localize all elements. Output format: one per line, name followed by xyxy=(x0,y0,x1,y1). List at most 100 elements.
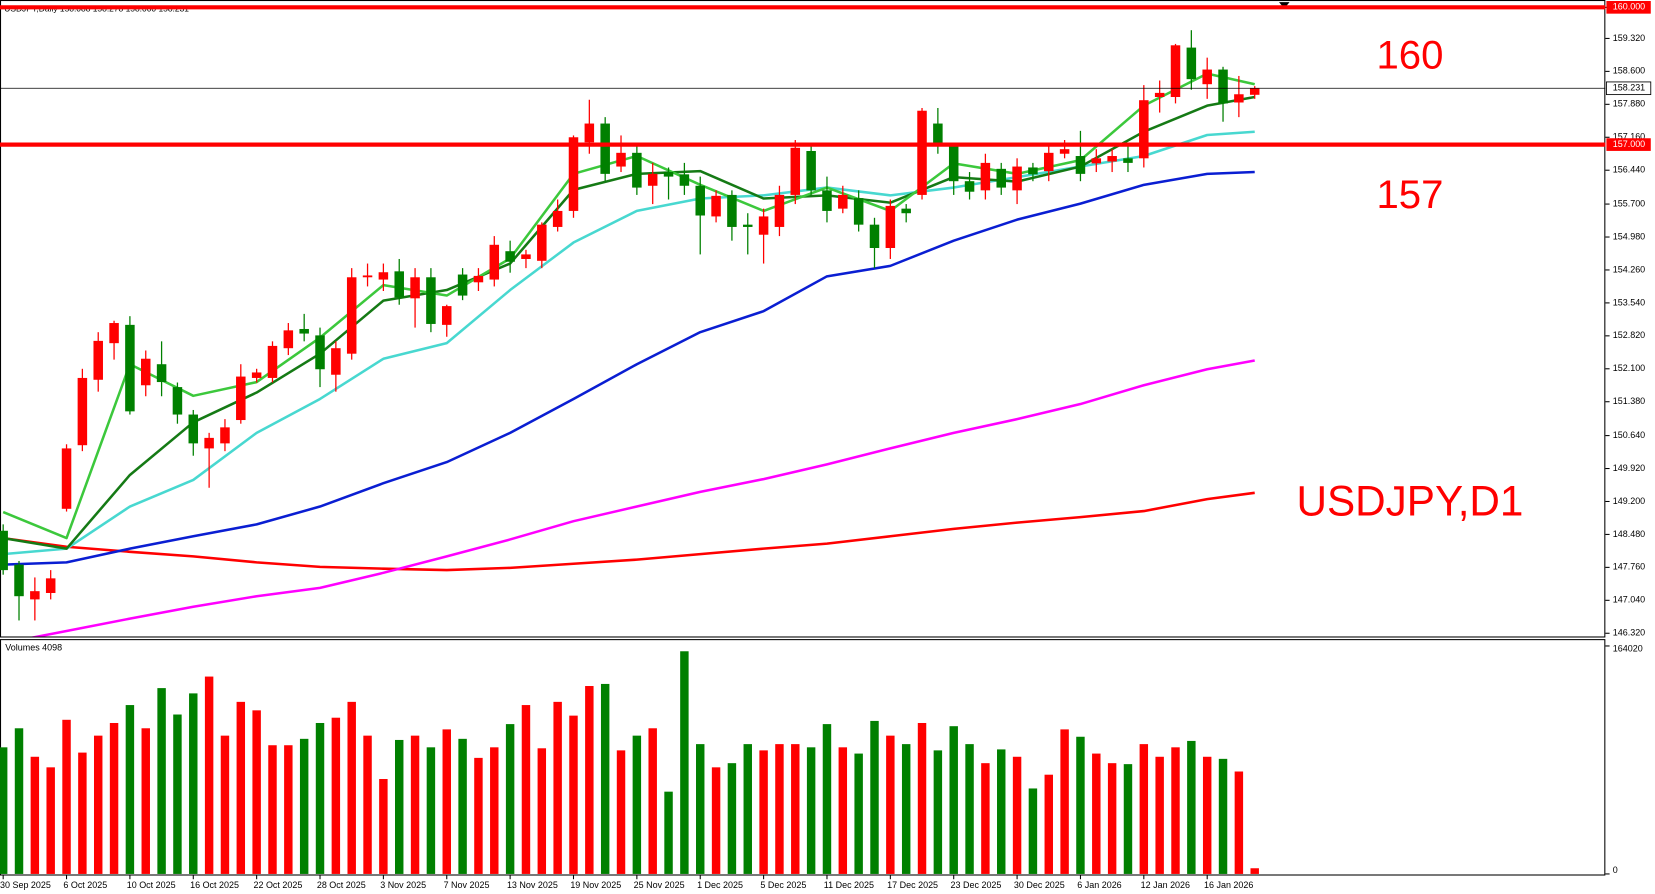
candle-body xyxy=(378,272,389,280)
candle-body xyxy=(346,277,357,354)
candle-body xyxy=(695,185,705,216)
candle-body xyxy=(1012,166,1022,191)
volume-bar xyxy=(252,710,261,874)
volume-bar xyxy=(901,744,911,874)
volume-bar xyxy=(1202,756,1212,874)
y-tick-label: 148.480 xyxy=(1613,529,1645,539)
candle-body xyxy=(362,275,373,278)
volume-bar xyxy=(236,701,246,874)
volume-bar xyxy=(220,735,230,874)
volume-bar xyxy=(1012,756,1022,874)
candle-body xyxy=(1044,152,1054,172)
volume-bar xyxy=(870,720,879,874)
candle-body xyxy=(1218,69,1228,104)
volume-bar xyxy=(759,750,768,874)
candle-body xyxy=(489,244,500,280)
candle-body xyxy=(822,190,832,211)
candle-body xyxy=(505,251,515,262)
candle-body xyxy=(125,324,135,412)
candle-body xyxy=(267,345,278,378)
volume-tick-label: 164020 xyxy=(1613,644,1643,654)
candle-body xyxy=(442,306,452,325)
candle-body xyxy=(1028,167,1038,175)
volume-bar xyxy=(1060,729,1069,874)
x-tick-label: 12 Jan 2026 xyxy=(1141,880,1190,890)
volume-bar xyxy=(1171,747,1180,874)
candle-body xyxy=(1107,156,1117,162)
x-tick-label: 25 Nov 2025 xyxy=(634,880,685,890)
y-tick-label: 146.320 xyxy=(1613,628,1645,638)
y-tick-label: 157.160 xyxy=(1613,132,1645,142)
candle-body xyxy=(331,348,341,375)
current-price-label: 158.231 xyxy=(1613,83,1645,93)
candle-body xyxy=(1154,92,1165,98)
candle-body xyxy=(568,137,579,211)
volume-bar xyxy=(109,722,119,874)
volume-tick-label: 0 xyxy=(1613,865,1618,875)
candle-body xyxy=(632,152,642,188)
x-tick-label: 17 Dec 2025 xyxy=(887,880,938,890)
candle-body xyxy=(790,147,801,195)
volume-bar xyxy=(917,722,927,874)
candle-body xyxy=(616,152,626,167)
candle-body xyxy=(948,144,959,182)
volume-bar xyxy=(410,735,420,874)
candle-body xyxy=(188,414,199,444)
y-tick-label: 159.320 xyxy=(1613,33,1645,43)
volume-bar xyxy=(648,728,657,874)
candle-body xyxy=(885,205,896,248)
volume-bar xyxy=(854,753,863,874)
volume-bar xyxy=(505,724,515,874)
volume-bar xyxy=(46,767,55,874)
level-text: 160 xyxy=(1376,33,1443,78)
y-tick-label: 154.980 xyxy=(1613,231,1645,241)
volume-bar xyxy=(125,705,135,874)
y-tick-label: 149.920 xyxy=(1613,463,1645,473)
candle-body xyxy=(647,173,658,186)
candle-body xyxy=(1139,100,1149,159)
x-tick-label: 30 Dec 2025 xyxy=(1014,880,1065,890)
volume-bar xyxy=(965,744,974,874)
volume-bar xyxy=(1044,774,1053,874)
y-tick-label: 154.260 xyxy=(1613,264,1645,274)
volume-bar xyxy=(997,749,1006,874)
volume-bar xyxy=(347,701,356,874)
candle-body xyxy=(537,224,547,261)
y-tick-label: 158.600 xyxy=(1613,66,1645,76)
volume-bar xyxy=(537,748,547,874)
y-tick-label: 152.100 xyxy=(1613,363,1645,373)
volume-bar xyxy=(284,745,293,874)
volume-bar xyxy=(632,735,642,874)
candle-body xyxy=(980,162,991,191)
volume-bar xyxy=(1123,764,1133,874)
volume-bar xyxy=(949,726,958,874)
main-frame xyxy=(0,0,1606,638)
price-plot xyxy=(0,30,1260,637)
candle-body xyxy=(758,216,769,235)
volume-bar xyxy=(426,747,436,874)
candle-body xyxy=(93,340,103,380)
candle-body xyxy=(996,168,1006,188)
candle-body xyxy=(14,564,24,597)
candle-body xyxy=(457,274,468,296)
y-tick-label: 150.640 xyxy=(1613,430,1645,440)
volume-bar xyxy=(1092,753,1101,874)
volume-bar xyxy=(395,739,404,874)
candle-body xyxy=(933,123,943,145)
candle-body xyxy=(521,254,531,259)
x-tick-label: 16 Oct 2025 xyxy=(190,880,239,890)
candle-body xyxy=(1075,156,1086,174)
volume-bar xyxy=(490,747,499,874)
volume-bar xyxy=(331,717,341,874)
candle-body xyxy=(299,328,309,334)
volume-bar xyxy=(62,719,71,874)
volume-bar xyxy=(1076,736,1085,874)
volume-bar xyxy=(299,738,309,874)
volume-bar xyxy=(791,744,800,874)
candle-body xyxy=(251,372,262,378)
candle-body xyxy=(1186,47,1197,80)
y-tick-label: 156.440 xyxy=(1613,165,1645,175)
volume-bar xyxy=(379,779,388,874)
candle-body xyxy=(1123,158,1133,163)
volume-bar xyxy=(806,747,816,874)
